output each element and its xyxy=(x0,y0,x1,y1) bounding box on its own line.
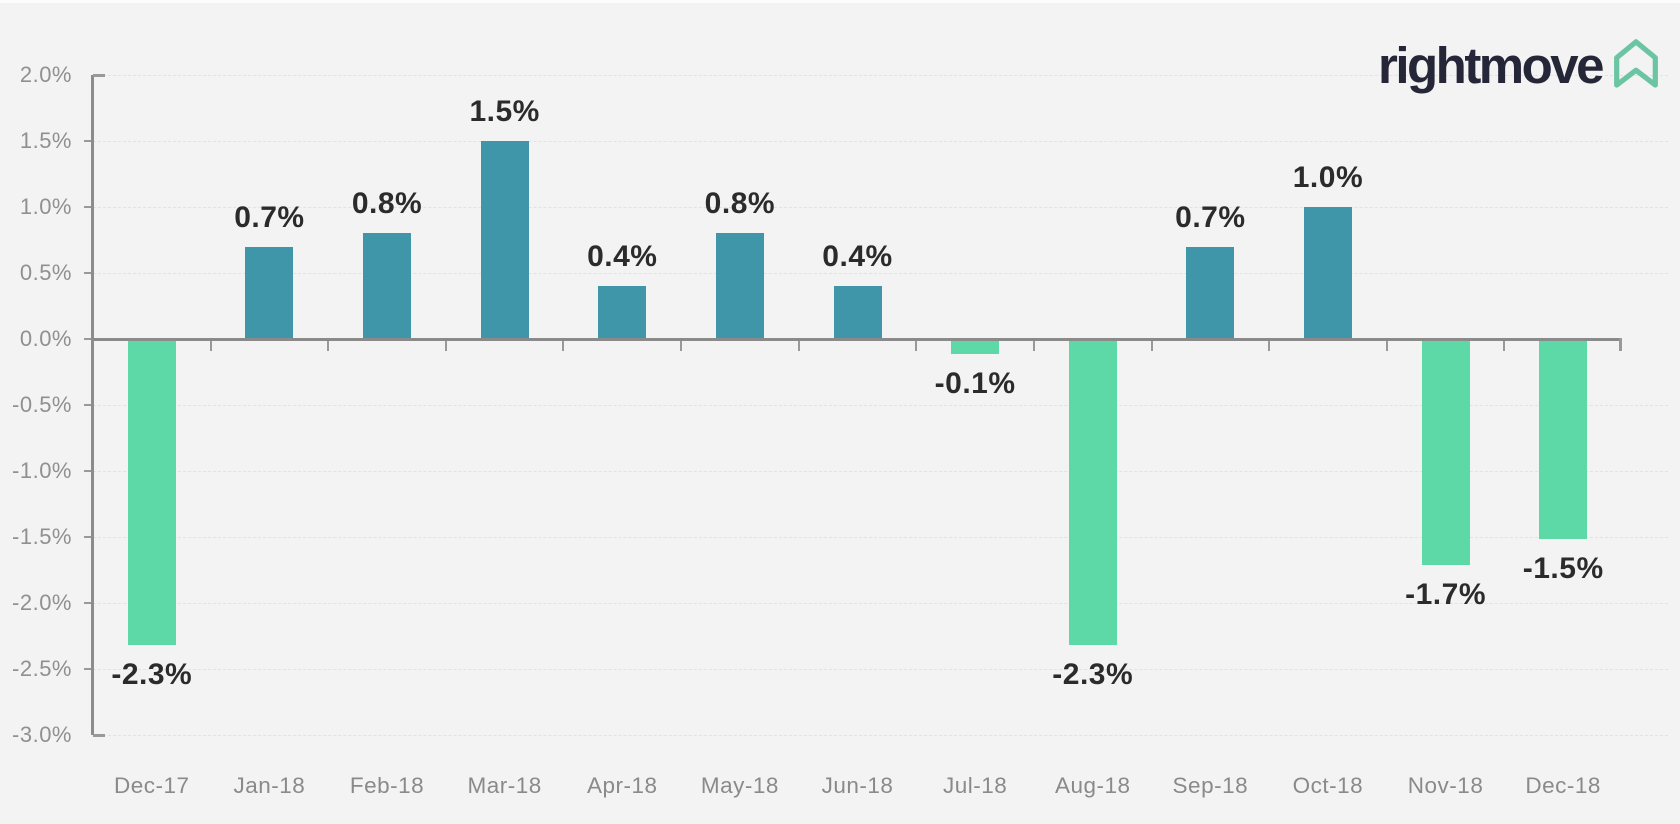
x-axis-label-Jun-18: Jun-18 xyxy=(821,773,894,798)
gridline-0.5% xyxy=(93,272,1668,274)
bar-Jul-18 xyxy=(951,341,1000,355)
x-axis-label-May-18: May-18 xyxy=(700,773,779,798)
value-label-Sep-18: 0.7% xyxy=(1175,200,1246,234)
y-axis-tick-label: -0.5% xyxy=(12,392,72,417)
x-axis-tick xyxy=(444,341,447,351)
gridline-1.5% xyxy=(93,140,1668,142)
y-axis-tick-label: -2.0% xyxy=(12,590,72,615)
x-axis-label-Feb-18: Feb-18 xyxy=(349,773,425,798)
bar-Apr-18 xyxy=(598,286,647,339)
y-axis-tick-label: 2.0% xyxy=(19,62,72,87)
y-axis-tick xyxy=(84,272,93,274)
y-axis-tick-label: 1.0% xyxy=(19,194,72,219)
rightmove-logo-text: rightmove xyxy=(1378,37,1605,94)
value-label-Jan-18: 0.7% xyxy=(234,200,305,234)
x-axis-tick xyxy=(209,341,212,351)
y-axis-line xyxy=(91,75,94,735)
gridline--2.0% xyxy=(93,602,1668,604)
y-axis-tick xyxy=(84,668,93,670)
y-axis-tick-label: -1.0% xyxy=(12,458,72,483)
x-axis-label-Aug-18: Aug-18 xyxy=(1054,773,1131,798)
x-axis-tick xyxy=(327,341,330,351)
y-axis-top-cap xyxy=(93,74,105,77)
value-label-Nov-18: -1.7% xyxy=(1405,578,1486,612)
y-axis-tick-label: 0.5% xyxy=(19,260,72,285)
x-axis-label-Mar-18: Mar-18 xyxy=(467,773,542,798)
gridline-2.0% xyxy=(93,74,1668,76)
y-axis-tick-label: -3.0% xyxy=(12,722,72,747)
x-axis-tick xyxy=(1032,341,1035,351)
gridline--0.5% xyxy=(93,404,1668,406)
x-axis-right-cap xyxy=(1619,338,1622,351)
value-label-Dec-17: -2.3% xyxy=(111,657,193,691)
x-axis-tick xyxy=(1385,341,1388,351)
value-label-Oct-18: 1.0% xyxy=(1292,161,1364,194)
y-axis-tick-label: 1.5% xyxy=(19,128,72,153)
bar-Mar-18 xyxy=(480,141,529,339)
gridline-1.0% xyxy=(93,206,1668,208)
gridline--2.5% xyxy=(93,668,1668,670)
value-label-Apr-18: 0.4% xyxy=(587,240,658,274)
y-axis-tick-label: -2.5% xyxy=(12,656,72,681)
y-axis-tick xyxy=(84,470,93,472)
y-axis-tick xyxy=(84,536,93,538)
rightmove-logo: rightmove xyxy=(1378,38,1661,94)
bar-Jan-18 xyxy=(245,246,294,339)
y-axis-tick-label: -1.5% xyxy=(12,524,72,549)
x-axis-label-Jan-18: Jan-18 xyxy=(233,773,306,798)
x-axis-label-Oct-18: Oct-18 xyxy=(1292,773,1364,798)
x-axis-tick xyxy=(1150,341,1153,351)
x-axis-tick xyxy=(562,341,565,351)
bar-Sep-18 xyxy=(1186,246,1235,339)
x-axis-tick xyxy=(680,341,683,351)
y-axis-tick xyxy=(84,404,93,406)
bar-May-18 xyxy=(715,233,764,339)
value-label-Jun-18: 0.4% xyxy=(822,240,893,274)
bar-Oct-18 xyxy=(1303,207,1352,339)
value-label-Dec-18: -1.5% xyxy=(1522,552,1604,585)
y-axis-bottom-cap xyxy=(93,734,105,737)
y-axis-tick xyxy=(84,338,93,340)
y-axis-tick-label: 0.0% xyxy=(19,326,72,351)
y-axis-tick xyxy=(84,206,93,208)
y-axis-tick xyxy=(84,140,93,142)
x-axis-label-Jul-18: Jul-18 xyxy=(942,773,1008,798)
x-axis-tick xyxy=(915,341,918,351)
gridline--1.0% xyxy=(93,470,1668,472)
value-label-May-18: 0.8% xyxy=(704,187,776,221)
bar-Dec-18 xyxy=(1539,341,1588,539)
x-axis-label-Apr-18: Apr-18 xyxy=(586,773,658,798)
bar-Feb-18 xyxy=(363,233,412,339)
value-label-Aug-18: -2.3% xyxy=(1052,657,1134,691)
value-label-Jul-18: -0.1% xyxy=(934,367,1016,401)
x-axis-label-Dec-17: Dec-17 xyxy=(114,773,190,798)
top-edge-highlight xyxy=(0,0,1680,3)
x-axis-tick xyxy=(797,341,800,351)
gridline--1.5% xyxy=(93,536,1668,538)
value-label-Feb-18: 0.8% xyxy=(351,187,423,221)
x-axis-tick xyxy=(1268,341,1271,351)
bar-Nov-18 xyxy=(1421,341,1470,566)
bar-Dec-17 xyxy=(127,341,176,645)
y-axis-tick xyxy=(84,602,93,604)
gridline--3.0% xyxy=(93,734,1668,736)
x-axis-label-Dec-18: Dec-18 xyxy=(1525,773,1601,798)
x-axis-label-Nov-18: Nov-18 xyxy=(1407,773,1484,798)
value-label-Mar-18: 1.5% xyxy=(469,95,540,128)
zero-baseline xyxy=(93,338,1622,341)
x-axis-tick xyxy=(1503,341,1506,351)
rightmove-house-icon xyxy=(1614,39,1658,88)
bar-Jun-18 xyxy=(833,286,882,339)
x-axis-label-Sep-18: Sep-18 xyxy=(1172,773,1249,798)
bar-Aug-18 xyxy=(1068,341,1117,645)
